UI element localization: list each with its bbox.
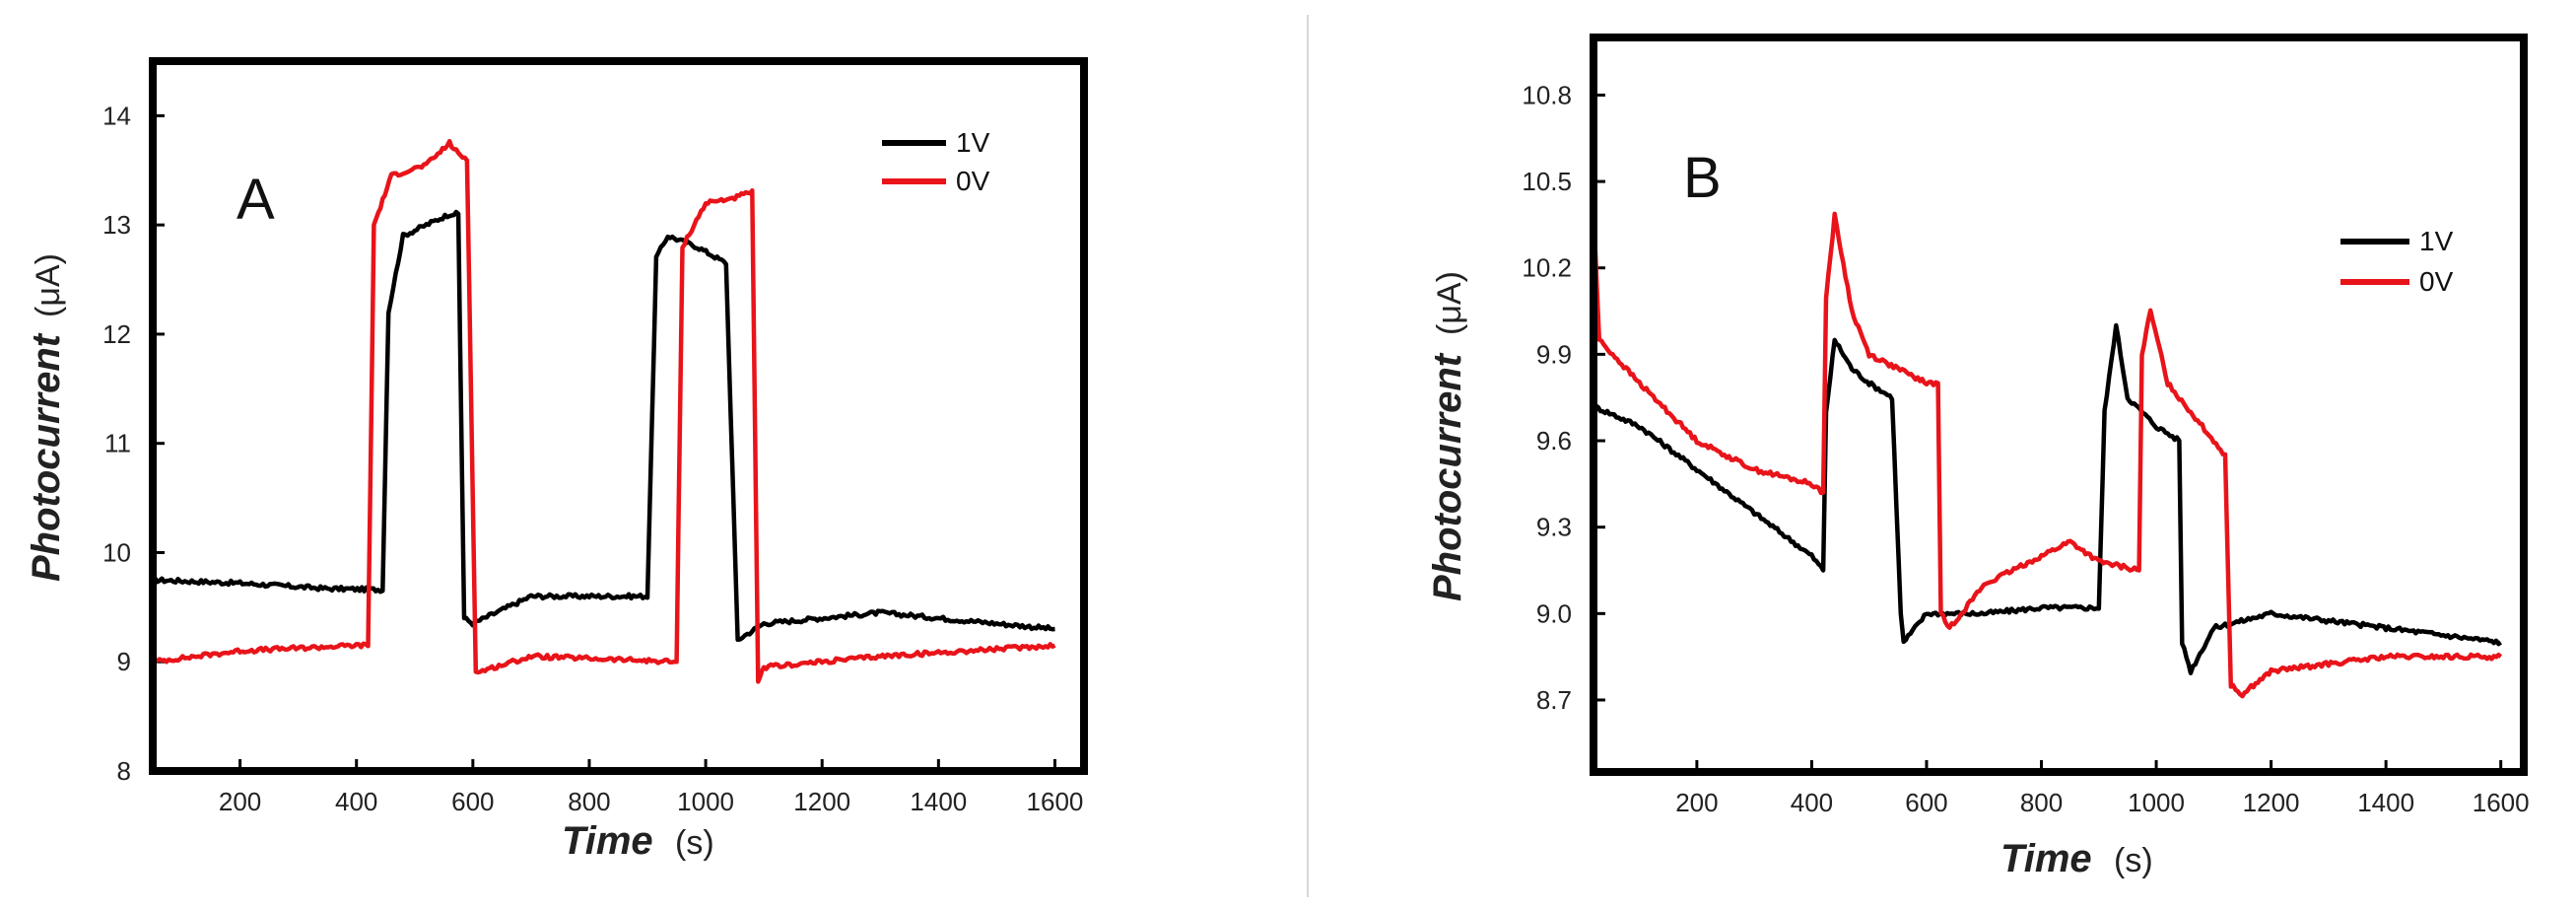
chart-a-ytick-label: 8 xyxy=(117,756,131,786)
chart-b-panel-label: B xyxy=(1683,146,1722,210)
chart-b-ytick-label: 10.5 xyxy=(1522,167,1572,196)
chart-panel-a: 200 400 600 800 1000 1200 1400 1600 8 9 10 11 12 13 14… xyxy=(25,57,1088,863)
chart-b-xtick-label: 200 xyxy=(1675,788,1718,817)
chart-a-ytick-label: 14 xyxy=(102,101,131,130)
chart-a-axes: 200 400 600 800 1000 1200 1400 1600 8 9 10 11 12 13 14 xyxy=(102,101,1083,816)
chart-b-series-1V-line xyxy=(1592,322,2502,675)
chart-b-xtick-label: 400 xyxy=(1791,788,1833,817)
chart-a-xtick-label: 200 xyxy=(219,787,261,816)
chart-b-xtick-label: 600 xyxy=(1905,788,1947,817)
chart-b-ytick-label: 9.6 xyxy=(1536,426,1572,456)
chart-a-ytick-label: 13 xyxy=(102,210,131,240)
chart-b-xtick-label: 1200 xyxy=(2243,788,2300,817)
chart-b-frame xyxy=(1590,34,2528,776)
chart-a-legend-1V-label: 1V xyxy=(956,127,990,158)
chart-a-xtick-label: 1400 xyxy=(910,787,967,816)
chart-b-ytick-label: 10.8 xyxy=(1522,80,1572,109)
chart-a-series-0V-line xyxy=(151,138,1056,684)
chart-a-legend: 1V 0V xyxy=(882,127,990,196)
chart-a-frame xyxy=(149,57,1088,775)
chart-b-series xyxy=(1591,210,2503,699)
chart-a-xtick-label: 1200 xyxy=(793,787,850,816)
chart-a-ytick-label: 9 xyxy=(117,647,131,676)
chart-a-ylabel-group: Photocurrent (μA) xyxy=(25,253,68,582)
chart-a-yunit: (μA) xyxy=(30,253,67,317)
chart-b-ytick-label: 9.3 xyxy=(1536,513,1572,542)
chart-a-xtick-label: 1600 xyxy=(1027,787,1084,816)
chart-a-series-1V-line xyxy=(152,209,1055,643)
chart-b-xunit: (s) xyxy=(2114,842,2153,879)
chart-a-legend-0V-label: 0V xyxy=(956,166,990,196)
chart-b-xtick-label: 800 xyxy=(2020,788,2063,817)
chart-panel-b: 200 400 600 800 1000 1200 1400 1600 8.7 9.0 9.3 9.6… xyxy=(1426,34,2530,880)
chart-b-ylabel: Photocurrent xyxy=(1426,352,1469,601)
chart-a-ytick-label: 10 xyxy=(102,537,131,567)
chart-a-xlabel: Time xyxy=(562,819,653,863)
chart-b-xtick-label: 1600 xyxy=(2473,788,2530,817)
chart-b-xtick-label: 1400 xyxy=(2357,788,2414,817)
chart-a-xtick-label: 800 xyxy=(568,787,610,816)
chart-a-ytick-label: 12 xyxy=(102,319,131,349)
chart-a-ytick-label: 11 xyxy=(104,429,131,458)
chart-b-legend-1V-label: 1V xyxy=(2419,226,2454,256)
chart-a-series xyxy=(151,138,1056,684)
chart-a-xtick-label: 600 xyxy=(451,787,494,816)
chart-b-series-0V-line xyxy=(1591,210,2503,699)
chart-b-ytick-label: 9.9 xyxy=(1536,339,1572,369)
chart-b-ylabel-group: Photocurrent (μA) xyxy=(1426,271,1469,601)
chart-a-ylabel: Photocurrent xyxy=(25,332,68,582)
chart-a-xtick-label: 1000 xyxy=(677,787,734,816)
chart-b-yunit: (μA) xyxy=(1431,271,1468,335)
chart-b-ytick-label: 10.2 xyxy=(1522,253,1572,283)
chart-b-axes: 200 400 600 800 1000 1200 1400 1600 8.7 9.0 9.3 9.6… xyxy=(1522,80,2529,817)
chart-a-xtick-label: 400 xyxy=(335,787,377,816)
chart-b-ytick-label: 8.7 xyxy=(1536,685,1572,715)
chart-a-xunit: (s) xyxy=(675,824,714,862)
chart-a-panel-label: A xyxy=(237,168,275,232)
chart-b-legend-0V-label: 0V xyxy=(2419,266,2454,297)
chart-b-ytick-label: 9.0 xyxy=(1536,598,1572,628)
chart-b-xlabel: Time xyxy=(2000,837,2092,880)
chart-b-legend: 1V 0V xyxy=(2340,226,2454,297)
chart-b-xtick-label: 1000 xyxy=(2128,788,2185,817)
